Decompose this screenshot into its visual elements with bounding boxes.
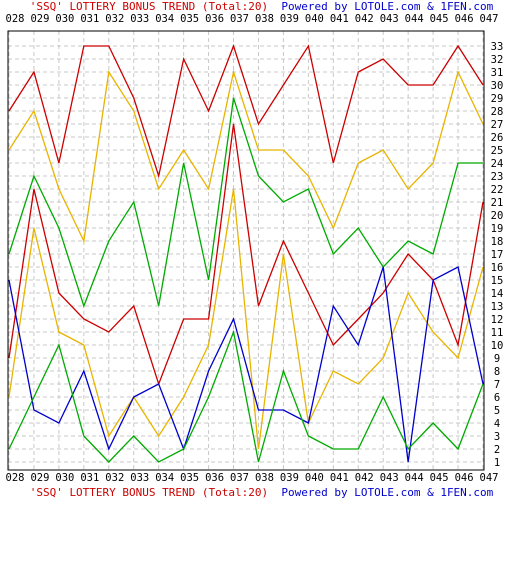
- x-tick-label: 047: [480, 472, 499, 484]
- y-tick-label: 14: [491, 288, 504, 300]
- series-line-7: [8, 329, 484, 463]
- x-tick-label: 029: [30, 13, 49, 25]
- x-tick-label: 033: [130, 472, 149, 484]
- y-tick-label: 17: [491, 249, 504, 261]
- x-tick-label: 041: [330, 13, 349, 25]
- x-tick-label: 043: [380, 13, 399, 25]
- y-tick-label: 5: [494, 405, 500, 417]
- x-tick-label: 035: [180, 13, 199, 25]
- y-tick-label: 8: [494, 366, 500, 378]
- series-lines: [8, 44, 484, 463]
- series-line-2: [8, 69, 484, 244]
- y-tick-label: 24: [491, 158, 504, 170]
- x-tick-label: 041: [330, 472, 349, 484]
- y-tick-labels: 1234567891011121314151617181920212223242…: [491, 41, 504, 469]
- x-tick-label: 030: [55, 472, 74, 484]
- chart-frame: [7, 30, 485, 471]
- x-tick-label: 036: [205, 472, 224, 484]
- x-tick-label: 037: [230, 472, 249, 484]
- y-tick-label: 13: [491, 301, 504, 313]
- x-tick-label: 030: [55, 13, 74, 25]
- y-tick-label: 20: [491, 210, 504, 222]
- series-line-3: [8, 97, 483, 308]
- chart-credit-repeat: Powered by LOTOLE.com & 1FEN.com: [281, 486, 494, 499]
- x-tick-label: 032: [105, 472, 124, 484]
- x-tick-label: 037: [230, 13, 249, 25]
- series-line-1: [8, 44, 484, 179]
- plot-border: [7, 30, 485, 471]
- y-tick-label: 21: [491, 197, 504, 209]
- chart-credit: Powered by LOTOLE.com & 1FEN.com: [281, 0, 494, 13]
- x-tick-label: 028: [6, 472, 25, 484]
- y-tick-label: 1: [494, 457, 500, 469]
- series-line-4: [8, 123, 484, 386]
- y-tick-label: 6: [494, 392, 500, 404]
- x-tick-label: 033: [130, 13, 149, 25]
- x-tick-label: 039: [280, 472, 299, 484]
- x-tick-label: 044: [405, 13, 424, 25]
- y-tick-label: 10: [491, 340, 504, 352]
- chart-title-top: 'SSQ' LOTTERY BONUS TREND (Total:20) Pow…: [0, 0, 523, 13]
- series-line-5: [8, 188, 484, 450]
- x-tick-label: 045: [430, 472, 449, 484]
- y-tick-label: 22: [491, 184, 504, 196]
- x-tick-label: 031: [80, 472, 99, 484]
- y-tick-label: 18: [491, 236, 504, 248]
- x-tick-label: 032: [105, 13, 124, 25]
- x-tick-label: 038: [255, 472, 274, 484]
- y-tick-label: 32: [491, 54, 504, 66]
- y-tick-label: 28: [491, 106, 504, 118]
- x-tick-label: 042: [355, 13, 374, 25]
- y-tick-label: 15: [491, 275, 504, 287]
- y-tick-label: 2: [494, 444, 500, 456]
- y-tick-label: 33: [491, 41, 504, 53]
- y-tick-label: 19: [491, 223, 504, 235]
- x-tick-label: 034: [155, 472, 174, 484]
- x-tick-labels-top: 028 029 030 031 032 033 034 035 036 037 038 039 040 0…: [6, 13, 499, 25]
- y-tick-label: 7: [494, 379, 500, 391]
- x-tick-label: 046: [455, 13, 474, 25]
- x-tick-label: 047: [480, 13, 499, 25]
- y-tick-label: 31: [491, 67, 504, 79]
- chart-title-bottom: 'SSQ' LOTTERY BONUS TREND (Total:20) Pow…: [0, 486, 523, 499]
- chart-grid: [8, 31, 484, 470]
- y-tick-label: 12: [491, 314, 504, 326]
- y-tick-label: 11: [491, 327, 504, 339]
- y-tick-label: 23: [491, 171, 504, 183]
- x-tick-label: 039: [280, 13, 299, 25]
- x-tick-labels-bottom: 028 029 030 031 032 033 034 035 036 037 038 039 040 0…: [6, 472, 499, 484]
- x-tick-label: 043: [380, 472, 399, 484]
- x-tick-label: 040: [305, 13, 324, 25]
- y-tick-label: 9: [494, 353, 500, 365]
- y-tick-label: 16: [491, 262, 504, 274]
- x-tick-label: 035: [180, 472, 199, 484]
- y-tick-label: 25: [491, 145, 504, 157]
- chart-title: 'SSQ' LOTTERY BONUS TREND (Total:20): [29, 0, 269, 13]
- series-line-6: [8, 266, 484, 463]
- y-tick-label: 3: [494, 431, 500, 443]
- x-tick-label: 029: [30, 472, 49, 484]
- x-tick-label: 044: [405, 472, 424, 484]
- y-tick-label: 26: [491, 132, 504, 144]
- chart-title-repeat: 'SSQ' LOTTERY BONUS TREND (Total:20): [29, 486, 269, 499]
- y-tick-label: 30: [491, 80, 504, 92]
- x-tick-label: 034: [155, 13, 174, 25]
- x-tick-label: 046: [455, 472, 474, 484]
- y-tick-label: 29: [491, 93, 504, 105]
- x-tick-label: 042: [355, 472, 374, 484]
- x-tick-label: 036: [205, 13, 224, 25]
- y-tick-label: 4: [494, 418, 500, 430]
- x-tick-label: 045: [430, 13, 449, 25]
- x-tick-label: 038: [255, 13, 274, 25]
- x-tick-label: 040: [305, 472, 324, 484]
- x-tick-label: 028: [6, 13, 25, 25]
- x-tick-label: 031: [80, 13, 99, 25]
- y-tick-label: 27: [491, 119, 504, 131]
